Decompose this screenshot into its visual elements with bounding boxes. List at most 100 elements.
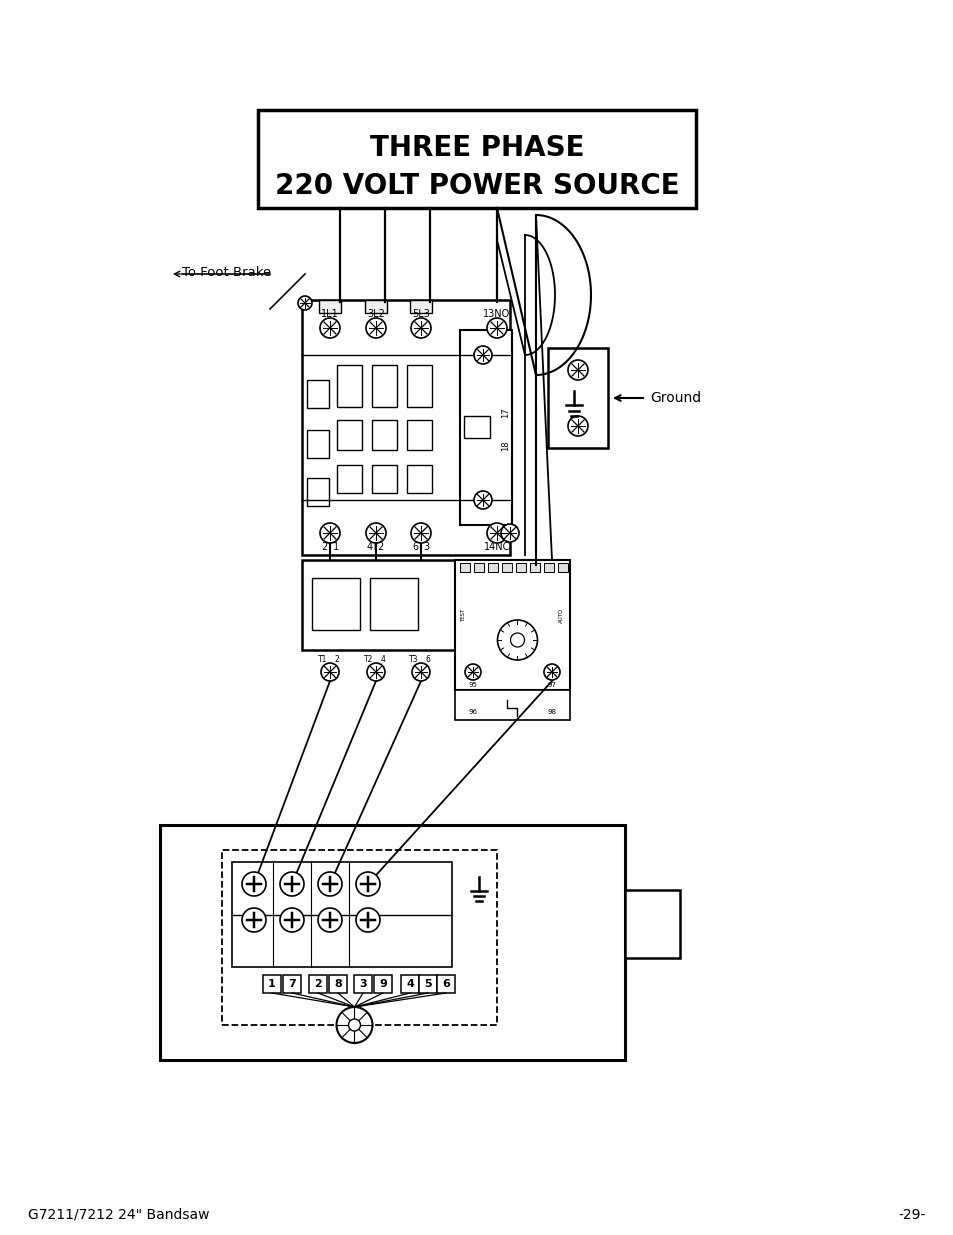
Circle shape xyxy=(242,908,266,932)
Bar xyxy=(283,974,301,993)
Bar xyxy=(372,466,396,493)
Bar xyxy=(530,563,539,572)
Text: 9: 9 xyxy=(378,979,387,989)
Bar xyxy=(474,563,483,572)
Text: 96: 96 xyxy=(468,709,477,715)
Text: 5L3: 5L3 xyxy=(412,309,430,319)
Bar xyxy=(222,850,497,1025)
Text: TEST: TEST xyxy=(460,609,465,621)
Bar xyxy=(372,420,396,450)
Text: 13NO: 13NO xyxy=(483,309,510,319)
Text: 5: 5 xyxy=(424,979,432,989)
Bar xyxy=(463,415,490,437)
Bar xyxy=(312,578,359,630)
Circle shape xyxy=(355,908,379,932)
Text: 2: 2 xyxy=(314,979,321,989)
Circle shape xyxy=(543,664,559,680)
Circle shape xyxy=(474,346,492,364)
Circle shape xyxy=(355,872,379,897)
Bar xyxy=(547,348,607,448)
Circle shape xyxy=(280,872,304,897)
Bar xyxy=(307,430,329,458)
Text: 7: 7 xyxy=(288,979,295,989)
Bar xyxy=(418,974,436,993)
Text: -29-: -29- xyxy=(898,1208,925,1221)
Bar xyxy=(307,478,329,506)
Text: T1: T1 xyxy=(318,656,327,664)
Bar xyxy=(307,380,329,408)
Text: 95: 95 xyxy=(468,682,476,688)
Bar xyxy=(407,420,432,450)
Bar xyxy=(318,300,340,312)
Circle shape xyxy=(464,664,480,680)
Circle shape xyxy=(317,908,341,932)
Circle shape xyxy=(567,416,587,436)
Bar xyxy=(329,974,347,993)
Circle shape xyxy=(319,317,339,338)
Circle shape xyxy=(412,663,430,680)
Circle shape xyxy=(367,663,385,680)
Circle shape xyxy=(336,1007,372,1044)
Text: 4: 4 xyxy=(406,979,414,989)
Bar xyxy=(455,559,569,690)
Circle shape xyxy=(242,872,266,897)
Text: G7211/7212 24" Bandsaw: G7211/7212 24" Bandsaw xyxy=(28,1208,210,1221)
Bar xyxy=(309,974,327,993)
Text: 4T2: 4T2 xyxy=(367,542,385,552)
Bar xyxy=(336,466,361,493)
Bar xyxy=(459,563,470,572)
Text: T3: T3 xyxy=(409,656,418,664)
Bar xyxy=(501,563,512,572)
Circle shape xyxy=(486,317,506,338)
Bar xyxy=(488,563,497,572)
Bar xyxy=(410,300,432,312)
Circle shape xyxy=(411,522,431,543)
Text: 4: 4 xyxy=(380,656,385,664)
Circle shape xyxy=(319,522,339,543)
Circle shape xyxy=(497,620,537,659)
Bar xyxy=(365,300,387,312)
Bar xyxy=(372,366,396,408)
Text: 98: 98 xyxy=(547,709,556,715)
Bar xyxy=(543,563,554,572)
Text: 14NC: 14NC xyxy=(483,542,510,552)
Text: 6: 6 xyxy=(425,656,430,664)
Bar xyxy=(302,559,467,650)
Bar xyxy=(459,330,512,525)
Bar xyxy=(436,974,455,993)
Text: To Foot Brake: To Foot Brake xyxy=(182,266,271,279)
Bar xyxy=(558,563,567,572)
Bar xyxy=(374,974,392,993)
Text: 97: 97 xyxy=(547,682,556,688)
Circle shape xyxy=(366,317,386,338)
Bar xyxy=(336,366,361,408)
Circle shape xyxy=(474,492,492,509)
Bar xyxy=(407,466,432,493)
Circle shape xyxy=(348,1019,360,1031)
Bar xyxy=(263,974,281,993)
Circle shape xyxy=(317,872,341,897)
Bar xyxy=(407,366,432,408)
Bar xyxy=(624,890,679,958)
Text: 2T1: 2T1 xyxy=(320,542,338,552)
Circle shape xyxy=(500,524,518,542)
Circle shape xyxy=(297,296,312,310)
Circle shape xyxy=(411,317,431,338)
Text: 17: 17 xyxy=(501,408,510,417)
Circle shape xyxy=(567,359,587,380)
Text: 1L1: 1L1 xyxy=(321,309,338,319)
Text: 6T3: 6T3 xyxy=(412,542,430,552)
Bar xyxy=(455,690,569,720)
Text: 8: 8 xyxy=(334,979,341,989)
Text: Ground: Ground xyxy=(649,391,700,405)
Circle shape xyxy=(366,522,386,543)
Circle shape xyxy=(510,634,524,647)
Text: THREE PHASE: THREE PHASE xyxy=(370,135,583,162)
Circle shape xyxy=(486,522,506,543)
Bar xyxy=(516,563,525,572)
Text: 18: 18 xyxy=(501,440,510,451)
Bar xyxy=(232,862,452,967)
Circle shape xyxy=(280,908,304,932)
Circle shape xyxy=(320,663,338,680)
Bar xyxy=(160,825,624,1060)
